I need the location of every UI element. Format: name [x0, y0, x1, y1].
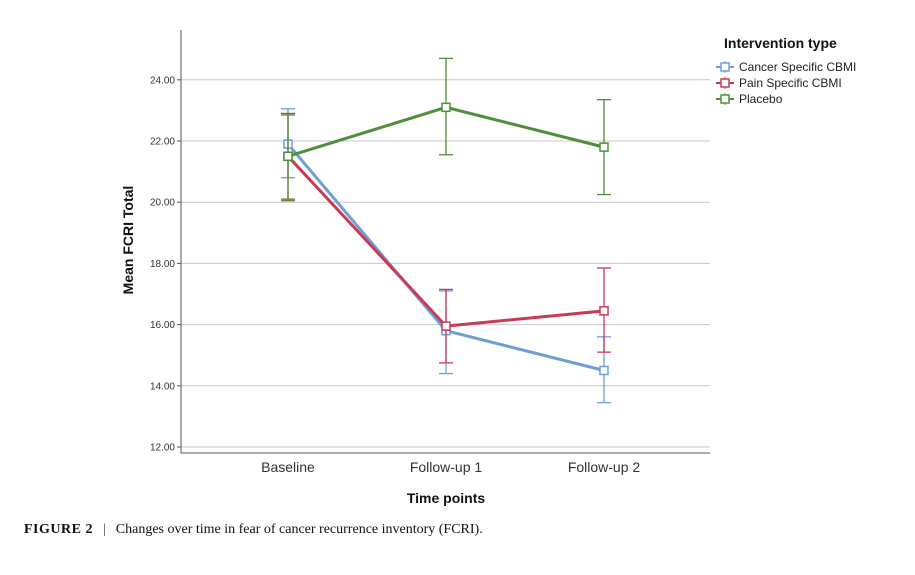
legend: Intervention type Cancer Specific CBMI Pa… [716, 35, 856, 106]
data-point [441, 102, 451, 113]
data-point [599, 142, 609, 152]
x-tick-label: Follow-up 2 [568, 459, 641, 475]
y-tick-label: 24.00 [150, 75, 175, 86]
series-placebo [281, 57, 611, 202]
data-point [441, 321, 451, 331]
x-tick-labels: Baseline Follow-up 1 Follow-up 2 [261, 459, 640, 475]
legend-label: Placebo [739, 92, 783, 106]
x-tick-label: Baseline [261, 459, 315, 475]
legend-swatch-marker [720, 94, 730, 104]
legend-item: Pain Specific CBMI [716, 76, 842, 90]
y-tick-label: 14.00 [150, 381, 175, 392]
legend-label: Cancer Specific CBMI [739, 60, 856, 74]
data-point [599, 306, 609, 316]
legend-title: Intervention type [724, 35, 837, 51]
legend-swatch-marker [720, 62, 730, 72]
y-tick-label: 12.00 [150, 443, 175, 454]
y-axis-title: Mean FCRI Total [120, 186, 136, 295]
figure-caption: FIGURE 2 | Changes over time in fear of ca… [24, 522, 483, 538]
axes [177, 30, 710, 454]
x-axis-title: Time points [407, 490, 486, 506]
data-point [283, 151, 293, 162]
legend-item: Cancer Specific CBMI [716, 60, 856, 74]
y-tick-label: 16.00 [150, 320, 175, 331]
legend-label: Pain Specific CBMI [739, 76, 842, 90]
x-tick-label: Follow-up 1 [410, 459, 483, 475]
y-tick-label: 22.00 [150, 137, 175, 148]
fcri-line-chart: 12.00 14.00 16.00 18.00 20.00 22.00 24.00 Base… [120, 30, 856, 506]
legend-swatch-marker [720, 78, 730, 88]
caption-text: Changes over time in fear of cancer recu… [115, 522, 483, 537]
y-tick-labels: 12.00 14.00 16.00 18.00 20.00 22.00 24.00 [150, 75, 175, 453]
legend-item: Placebo [716, 92, 783, 106]
data-point [599, 365, 609, 376]
y-tick-label: 18.00 [150, 259, 175, 270]
series-layer [281, 57, 611, 404]
figure-label: FIGURE 2 [24, 522, 93, 537]
y-tick-label: 20.00 [150, 198, 175, 209]
caption-separator: | [102, 522, 106, 537]
